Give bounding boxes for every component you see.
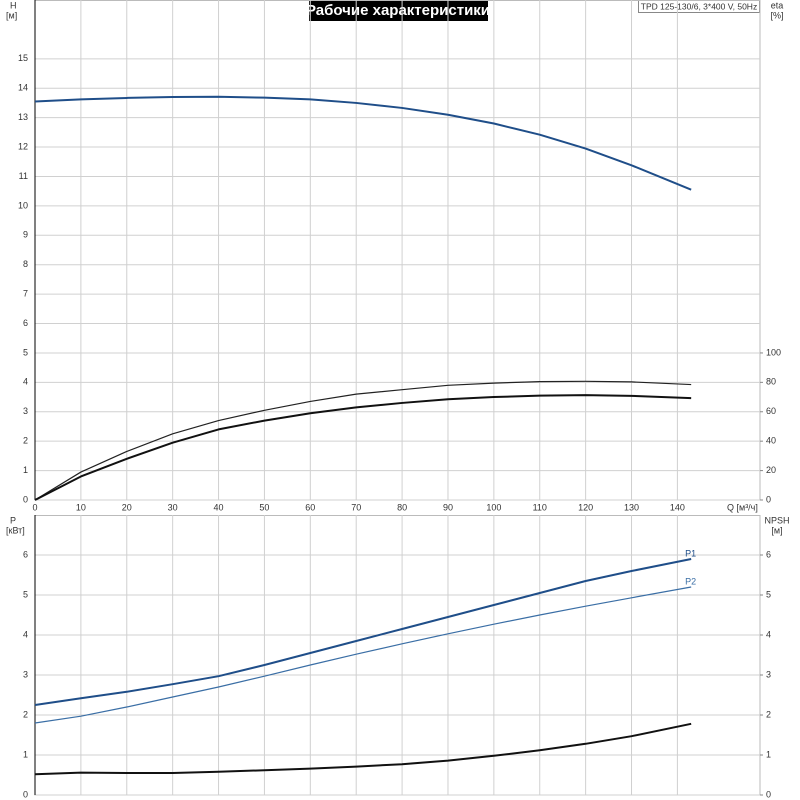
chart-title: Рабочие характеристики [306,2,490,19]
y-tick-label: 3 [23,406,28,416]
x-tick-label: 90 [443,502,453,512]
y-tick-label: 0 [23,494,28,504]
y-tick-label: 15 [18,53,28,63]
x-tick-label: 130 [624,502,639,512]
y2-axis-label: NPSH [764,515,789,525]
x-axis-label: Q [м³/ч] [727,502,758,512]
y2-tick-label: 20 [766,465,776,475]
y-tick-label: 4 [23,629,28,639]
y-tick-label: 13 [18,112,28,122]
x-tick-label: 0 [32,502,37,512]
x-tick-label: 20 [122,502,132,512]
x-tick-label: 140 [670,502,685,512]
plot-frame [34,0,761,501]
y-axis-label: P [10,515,16,525]
y2-axis-unit: [м] [771,525,782,535]
x-tick-label: 60 [305,502,315,512]
curve [34,95,692,191]
model-label: TPD 125-130/6, 3*400 V, 50Hz [641,1,757,11]
curve [34,558,692,706]
y-tick-label: 3 [23,669,28,679]
x-tick-label: 70 [351,502,361,512]
y2-tick-label: 80 [766,377,776,387]
y-tick-label: 0 [23,789,28,799]
series-label: P1 [685,548,696,558]
x-tick-label: 10 [76,502,86,512]
curve [34,586,692,724]
y2-tick-label: 60 [766,406,776,416]
y2-tick-label: 3 [766,669,771,679]
x-tick-label: 40 [214,502,224,512]
y2-tick-label: 0 [766,494,771,504]
y-tick-label: 5 [23,589,28,599]
plot-frame [34,515,761,796]
curve [34,722,692,776]
y-tick-label: 9 [23,230,28,240]
y2-tick-label: 2 [766,709,771,719]
y2-tick-label: 5 [766,589,771,599]
y-tick-label: 14 [18,83,28,93]
y-tick-label: 10 [18,200,28,210]
y2-tick-label: 100 [766,347,781,357]
x-tick-label: 120 [578,502,593,512]
x-tick-label: 100 [486,502,501,512]
y2-axis-label: eta [771,0,784,10]
y-axis-unit: [м] [6,10,17,20]
y2-tick-label: 4 [766,629,771,639]
y-tick-label: 11 [19,171,28,181]
y-tick-label: 4 [23,377,28,387]
y2-tick-label: 6 [766,549,771,559]
y-tick-label: 7 [23,288,28,298]
y-tick-label: 5 [23,347,28,357]
title-box [309,0,488,21]
y-tick-label: 1 [23,749,28,759]
y-axis-unit: [кВт] [6,525,25,535]
y2-axis-unit: [%] [770,10,783,20]
series-label: P2 [685,576,696,586]
x-tick-label: 80 [397,502,407,512]
curve [34,394,692,501]
curve [34,380,692,501]
y2-tick-label: 0 [766,789,771,799]
y-tick-label: 2 [23,709,28,719]
x-tick-label: 50 [259,502,269,512]
y-tick-label: 2 [23,436,28,446]
x-tick-label: 110 [533,502,547,512]
y-tick-label: 8 [23,259,28,269]
x-tick-label: 30 [168,502,178,512]
y2-tick-label: 1 [766,749,771,759]
y-tick-label: 12 [18,141,28,151]
y-axis-label: H [10,0,17,10]
y-tick-label: 6 [23,318,28,328]
y-tick-label: 6 [23,549,28,559]
y-tick-label: 1 [23,465,28,475]
y2-tick-label: 40 [766,436,776,446]
